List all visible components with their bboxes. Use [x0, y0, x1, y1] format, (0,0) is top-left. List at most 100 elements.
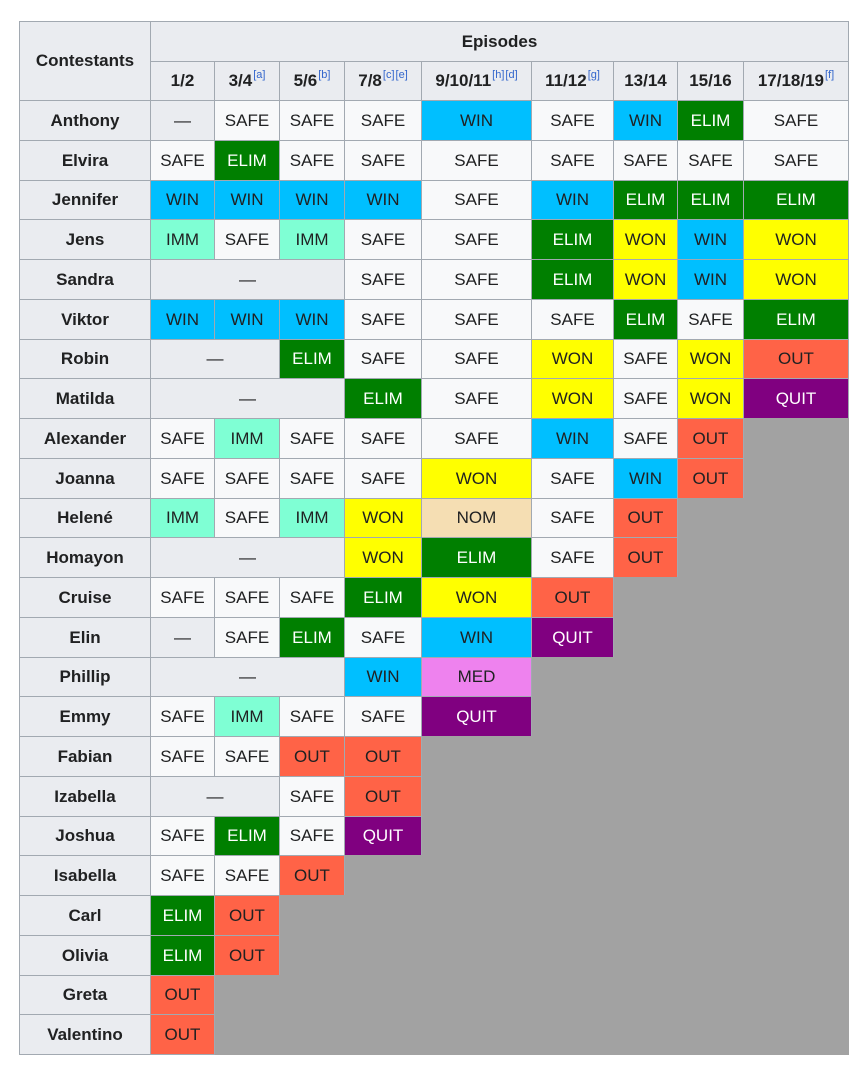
status-cell-safe: SAFE [150, 696, 215, 737]
cell-text: SAFE [160, 865, 205, 885]
status-cell-elim: ELIM [421, 537, 532, 578]
footnote-link[interactable]: [b] [318, 69, 331, 81]
footnote-link[interactable]: [c] [382, 69, 395, 81]
cell-text: 7/8 [358, 71, 382, 90]
episode-header-9-10-11: 9/10/11 [h] [d] [421, 61, 532, 101]
cell-text: WIN [366, 190, 400, 209]
cell-text: IMM [295, 229, 329, 249]
cell-text: Olivia [61, 945, 109, 965]
eliminated-filler [614, 577, 849, 618]
cell-text: WIN [628, 110, 663, 130]
cell-text: — [206, 349, 224, 368]
contestant-name: Greta [19, 975, 151, 1015]
cell-text: WIN [295, 190, 329, 209]
status-cell-safe: SAFE [150, 736, 215, 777]
episode-header-1-2: 1/2 [150, 61, 215, 101]
cell-text: SAFE [224, 229, 270, 249]
cell-text: WIN [230, 309, 264, 329]
footnote-link[interactable]: [g] [587, 69, 600, 81]
cell-text: ELIM [162, 905, 203, 925]
eliminated-filler [280, 935, 849, 976]
status-cell-safe: SAFE [279, 696, 345, 737]
status-cell-quit: QUIT [531, 617, 614, 658]
status-cell-won: WON [743, 219, 849, 260]
status-cell-safe: SAFE [150, 458, 215, 499]
status-cell-won: WON [613, 259, 678, 300]
cell-text: WIN [459, 110, 494, 130]
cell-text: WIN [165, 309, 200, 329]
cell-text: WON [455, 587, 498, 607]
eliminated-filler [422, 816, 849, 856]
episode-header-3-4: 3/4 [a] [214, 61, 280, 101]
eliminated-filler [345, 855, 849, 896]
status-cell-win: WIN [150, 299, 215, 340]
cell-text: SAFE [454, 269, 499, 289]
footnote-link[interactable]: [h] [492, 69, 505, 81]
contestant-name: Cruise [19, 577, 151, 618]
status-cell-safe: SAFE [344, 458, 422, 499]
status-cell-safe: SAFE [214, 100, 280, 141]
episode-header-13-14: 13/14 [613, 61, 678, 101]
contestant-name: Homayon [19, 537, 151, 578]
status-cell-win: WIN [531, 180, 614, 220]
episode-header-15-16: 15/16 [677, 61, 744, 101]
footnote-link[interactable]: [a] [253, 69, 266, 81]
status-cell-safe: SAFE [150, 577, 215, 618]
status-cell-safe: SAFE [279, 776, 345, 817]
cell-text: SAFE [454, 229, 499, 249]
cell-text: WON [551, 349, 594, 368]
cell-text: WIN [555, 428, 590, 448]
cell-text: SAFE [224, 110, 270, 130]
cell-text: SAFE [160, 150, 205, 170]
eliminated-filler [215, 1014, 849, 1055]
cell-text: ELIM [625, 309, 666, 329]
cell-text: Elin [69, 627, 101, 647]
status-cell-win: WIN [344, 180, 422, 220]
contestant-name: Olivia [19, 935, 151, 976]
status-cell-safe: SAFE [344, 259, 422, 300]
status-cell-win: WIN [421, 100, 532, 141]
status-cell-won: WON [531, 339, 614, 379]
footnote-link[interactable]: [d] [505, 69, 518, 81]
status-cell-elim: ELIM [150, 935, 215, 976]
cell-text: SAFE [360, 150, 406, 170]
cell-text: WON [455, 468, 498, 488]
status-cell-elim: ELIM [150, 895, 215, 936]
cell-text: Anthony [50, 110, 120, 130]
status-cell-safe: SAFE [279, 100, 345, 141]
footnote-link[interactable]: [e] [395, 69, 408, 81]
contestant-name: Fabian [19, 736, 151, 777]
cell-text: SAFE [623, 428, 668, 448]
status-cell-safe: SAFE [743, 100, 849, 141]
cell-text: SAFE [160, 746, 205, 766]
status-cell-quit: QUIT [421, 696, 532, 737]
cell-text: SAFE [224, 865, 270, 885]
status-cell-safe: SAFE [344, 339, 422, 379]
cell-text: Elvira [61, 150, 109, 170]
cell-text: Carl [68, 905, 102, 925]
status-cell-out: OUT [677, 458, 744, 499]
cell-text: SAFE [454, 428, 499, 448]
footnote-link[interactable]: [f] [825, 69, 835, 81]
status-cell-dash: — [150, 339, 280, 379]
cell-text: WON [551, 388, 594, 408]
status-cell-win: WIN [421, 617, 532, 658]
status-cell-out: OUT [279, 855, 345, 896]
status-cell-safe: SAFE [531, 458, 614, 499]
status-cell-safe: SAFE [344, 219, 422, 260]
episode-header-11-12: 11/12 [g] [531, 61, 614, 101]
cell-text: SAFE [160, 706, 205, 726]
status-cell-dash: — [150, 617, 215, 658]
status-cell-safe: SAFE [613, 418, 678, 459]
status-cell-safe: SAFE [279, 140, 345, 181]
status-cell-safe: SAFE [421, 259, 532, 300]
cell-text: SAFE [688, 150, 733, 170]
cell-text: QUIT [775, 388, 817, 408]
contestant-name: Joanna [19, 458, 151, 499]
status-cell-out: OUT [344, 776, 422, 817]
cell-text: WIN [230, 190, 264, 209]
status-cell-safe: SAFE [214, 458, 280, 499]
cell-text: MED [457, 667, 496, 686]
cell-text: ELIM [227, 150, 267, 170]
cell-text: 9/10/11 [435, 71, 492, 90]
